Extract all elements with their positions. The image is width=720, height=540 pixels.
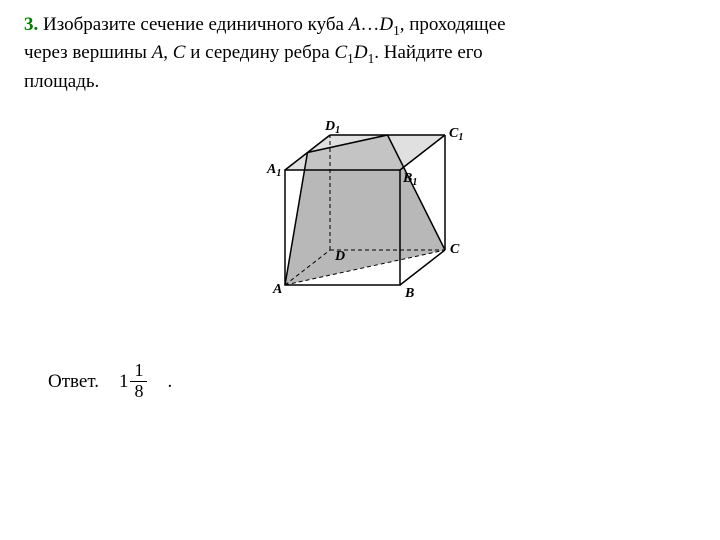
answer-label: Ответ. <box>48 371 99 393</box>
svg-text:C1: C1 <box>449 126 463 143</box>
svg-text:A1: A1 <box>266 162 281 179</box>
text-line3: площадь. <box>24 71 99 92</box>
figure-container: A B C D A1 B1 C1 D1 <box>24 115 696 321</box>
edge-sub1: 1 <box>347 51 354 66</box>
text-line2-p2: , <box>163 42 173 63</box>
svg-text:B1: B1 <box>402 171 417 188</box>
cube-diagram: A B C D A1 B1 C1 D1 <box>245 115 475 315</box>
cube-sub: 1 <box>393 23 400 38</box>
text-line2-p4: . Найдите его <box>374 42 482 63</box>
vertex-c: C <box>173 42 186 63</box>
answer-fraction: 1 8 <box>130 361 147 402</box>
edge-c: C <box>334 42 347 63</box>
text-p1: Изобразите сечение единичного куба <box>38 14 348 35</box>
edge-d: D <box>354 42 368 63</box>
cube-d: D <box>379 14 393 35</box>
answer-value: 1 1 8 <box>119 361 148 402</box>
cube-a: A <box>349 14 361 35</box>
svg-text:A: A <box>272 282 282 297</box>
text-line2-p3: и середину ребра <box>185 42 334 63</box>
vertex-a: A <box>152 42 164 63</box>
svg-text:B: B <box>404 286 414 301</box>
svg-text:D1: D1 <box>324 119 340 136</box>
text-line2-p1: через вершины <box>24 42 152 63</box>
answer-numerator: 1 <box>130 361 147 382</box>
problem-text: 3. Изобразите сечение единичного куба A…… <box>24 12 696 95</box>
cube-ellipsis: … <box>360 14 379 35</box>
answer-section: Ответ. 1 1 8 . <box>24 361 696 402</box>
answer-period: . <box>167 371 172 393</box>
answer-whole: 1 <box>119 371 129 393</box>
problem-number: 3. <box>24 14 38 35</box>
answer-denominator: 8 <box>130 382 147 402</box>
svg-text:D: D <box>334 249 345 264</box>
svg-text:C: C <box>450 242 460 257</box>
text-p2: , проходящее <box>400 14 506 35</box>
